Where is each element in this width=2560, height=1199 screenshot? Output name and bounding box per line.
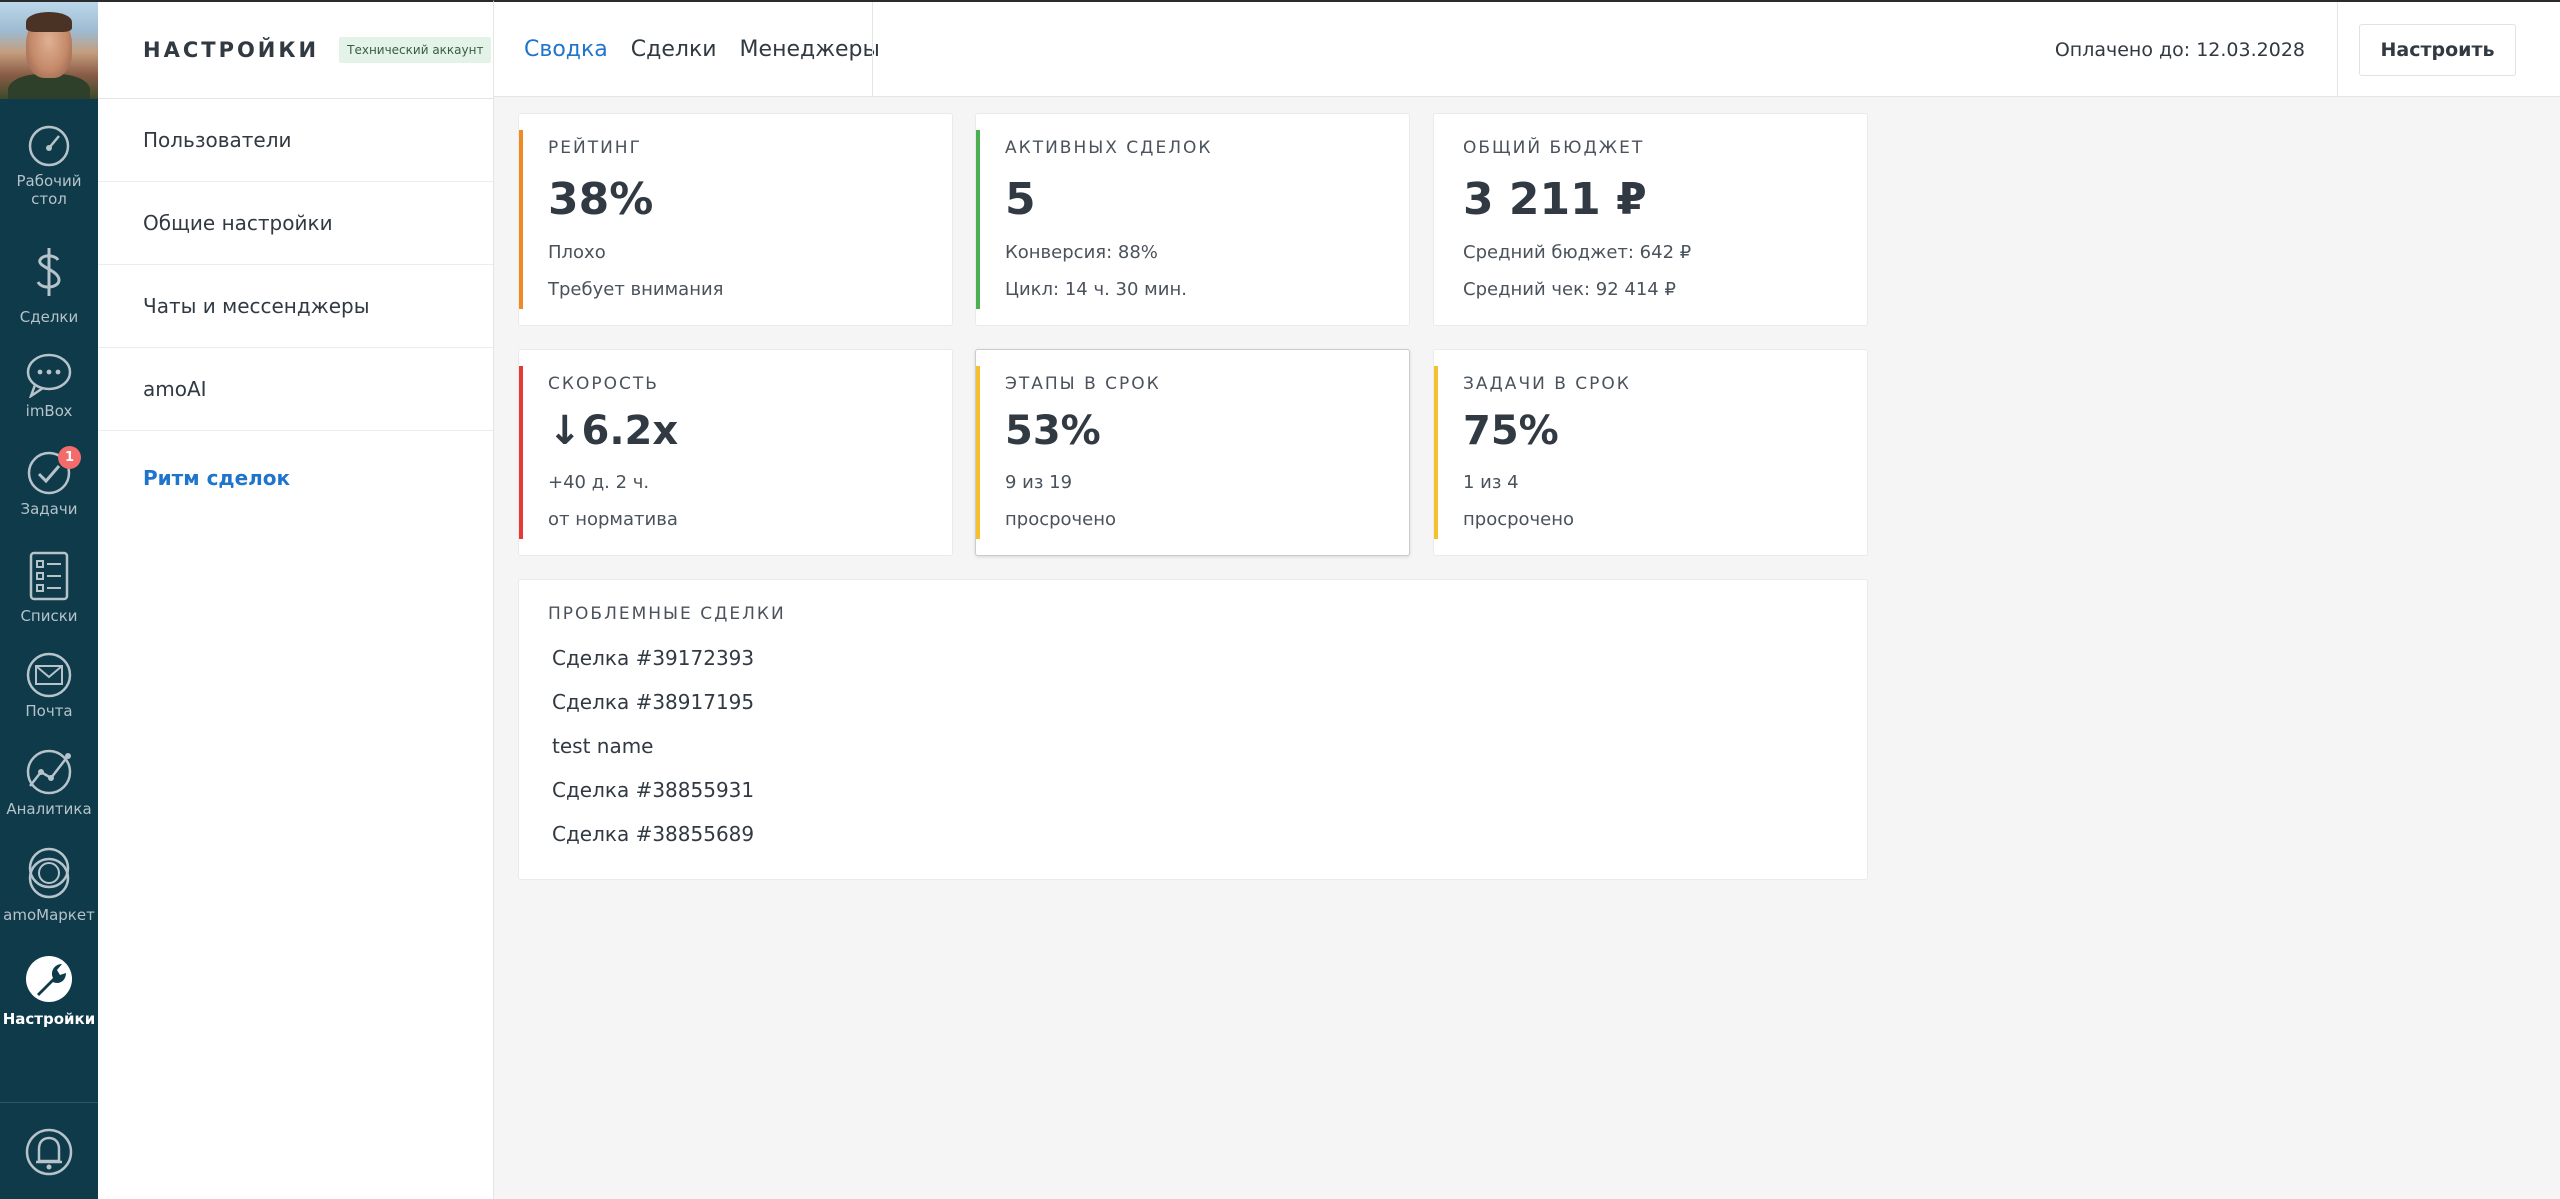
rail-label: Списки xyxy=(20,607,78,625)
stages-stripe xyxy=(976,366,980,539)
tab-deals[interactable]: Сделки xyxy=(630,37,717,62)
rail-item-amomarket[interactable]: amoМаркет xyxy=(0,846,98,924)
card-line: Средний бюджет: 642 ₽ xyxy=(1463,242,1692,263)
chat-bubble-icon xyxy=(26,353,72,398)
rail-label: Сделки xyxy=(19,308,79,326)
rail-label: Настройки xyxy=(2,1010,96,1028)
card-title: ПРОБЛЕМНЫЕ СДЕЛКИ xyxy=(548,604,786,624)
paid-until: Оплачено до: 12.03.2028 xyxy=(2054,38,2305,61)
dollar-icon xyxy=(36,248,61,296)
sidebar-item-chats[interactable]: Чаты и мессенджеры xyxy=(98,265,493,348)
card-value: 3 211 ₽ xyxy=(1463,174,1647,225)
divider xyxy=(2337,2,2338,97)
card-line: Конверсия: 88% xyxy=(1005,242,1158,263)
wrench-icon xyxy=(26,956,72,1002)
card-title: ЭТАПЫ В СРОК xyxy=(1005,374,1161,394)
rail-label: Рабочий xyxy=(16,172,82,190)
card-title: ЗАДАЧИ В СРОК xyxy=(1463,374,1631,394)
rail-label: стол xyxy=(31,190,67,208)
sidebar-header: НАСТРОЙКИ Технический аккаунт xyxy=(98,2,493,99)
rail-item-lists[interactable]: Списки xyxy=(0,549,98,625)
tasks-on-time-card[interactable]: ЗАДАЧИ В СРОК 75% 1 из 4 просрочено xyxy=(1433,349,1868,556)
speed-stripe xyxy=(519,366,523,539)
rail-item-mail[interactable]: Почта xyxy=(0,652,98,720)
chart-line-icon xyxy=(26,749,72,795)
rail-item-dashboard[interactable]: Рабочий стол xyxy=(0,124,98,208)
card-line: Цикл: 14 ч. 30 мин. xyxy=(1005,279,1187,300)
top-bar: Сводка Сделки Менеджеры Оплачено до: 12.… xyxy=(494,0,2560,97)
card-value: 75% xyxy=(1463,408,1559,454)
speed-card[interactable]: СКОРОСТЬ ↓6.2x +40 д. 2 ч. от норматива xyxy=(518,349,953,556)
card-line: Средний чек: 92 414 ₽ xyxy=(1463,279,1676,300)
technical-account-badge: Технический аккаунт xyxy=(339,37,492,63)
rating-stripe xyxy=(519,130,523,309)
sidebar-item-users[interactable]: Пользователи xyxy=(98,99,493,182)
card-value: ↓6.2x xyxy=(548,408,679,454)
problem-deal-link[interactable]: Сделка #38917195 xyxy=(552,690,755,714)
card-line: 9 из 19 xyxy=(1005,472,1073,493)
rail-item-imbox[interactable]: imBox xyxy=(0,352,98,420)
tab-managers[interactable]: Менеджеры xyxy=(739,37,880,62)
market-icon xyxy=(28,847,70,899)
tasks-stripe xyxy=(1434,366,1438,539)
avatar[interactable] xyxy=(0,2,98,99)
configure-button[interactable]: Настроить xyxy=(2359,24,2516,76)
sidebar-item-deal-rhythm[interactable]: Ритм сделок xyxy=(143,466,291,490)
card-line: Требует внимания xyxy=(548,279,724,300)
problem-deals-card: ПРОБЛЕМНЫЕ СДЕЛКИ Сделка #39172393 Сделк… xyxy=(518,579,1868,880)
total-budget-card[interactable]: ОБЩИЙ БЮДЖЕТ 3 211 ₽ Средний бюджет: 642… xyxy=(1433,113,1868,326)
rail-label: imBox xyxy=(25,402,73,420)
rating-card[interactable]: РЕЙТИНГ 38% Плохо Требует внимания xyxy=(518,113,953,326)
problem-deal-link[interactable]: test name xyxy=(552,734,654,758)
sidebar-item-amoai[interactable]: amoAI xyxy=(98,348,493,431)
problem-deal-link[interactable]: Сделка #38855931 xyxy=(552,778,755,802)
active-stripe xyxy=(976,130,980,309)
active-deals-card[interactable]: АКТИВНЫХ СДЕЛОК 5 Конверсия: 88% Цикл: 1… xyxy=(975,113,1410,326)
card-value: 5 xyxy=(1005,174,1036,225)
notifications[interactable] xyxy=(0,1102,98,1199)
list-icon xyxy=(29,551,69,601)
problem-deal-link[interactable]: Сделка #38855689 xyxy=(552,822,755,846)
rail-item-analytics[interactable]: Аналитика xyxy=(0,748,98,818)
sidebar-title: НАСТРОЙКИ xyxy=(143,38,320,62)
problem-deal-link[interactable]: Сделка #39172393 xyxy=(552,646,755,670)
tab-summary[interactable]: Сводка xyxy=(524,37,608,62)
stages-on-time-card[interactable]: ЭТАПЫ В СРОК 53% 9 из 19 просрочено xyxy=(975,349,1410,556)
rail-label: Аналитика xyxy=(6,800,92,818)
card-line: 1 из 4 xyxy=(1463,472,1519,493)
rail-label: Задачи xyxy=(20,500,78,518)
tasks-count-badge: 1 xyxy=(58,446,81,469)
card-title: СКОРОСТЬ xyxy=(548,374,659,394)
rail-item-deals[interactable]: Сделки xyxy=(0,246,98,326)
sidebar-item-general-settings[interactable]: Общие настройки xyxy=(98,182,493,265)
dashboard-icon xyxy=(28,125,70,167)
card-line: просрочено xyxy=(1463,509,1575,530)
card-value: 53% xyxy=(1005,408,1101,454)
card-line: просрочено xyxy=(1005,509,1117,530)
card-value: 38% xyxy=(548,174,654,225)
rail-item-tasks[interactable]: 1 Задачи xyxy=(0,446,98,518)
card-title: РЕЙТИНГ xyxy=(548,138,642,158)
checkmark-icon xyxy=(27,451,71,495)
card-title: ОБЩИЙ БЮДЖЕТ xyxy=(1463,138,1645,158)
tabs: Сводка Сделки Менеджеры xyxy=(524,2,903,97)
settings-sidebar: НАСТРОЙКИ Технический аккаунт Пользовате… xyxy=(98,0,494,1199)
card-line: +40 д. 2 ч. xyxy=(548,472,650,493)
rail-label: Почта xyxy=(25,702,73,720)
card-title: АКТИВНЫХ СДЕЛОК xyxy=(1005,138,1213,158)
card-line: от норматива xyxy=(548,509,678,530)
rail-item-settings[interactable]: Настройки xyxy=(0,952,98,1028)
envelope-icon xyxy=(26,652,72,698)
rail-label: amoМаркет xyxy=(3,906,95,924)
left-rail: Рабочий стол Сделки imBox 1 Задачи xyxy=(0,0,98,1199)
divider xyxy=(872,2,873,97)
card-line: Плохо xyxy=(548,242,606,263)
bell-icon xyxy=(25,1128,73,1176)
